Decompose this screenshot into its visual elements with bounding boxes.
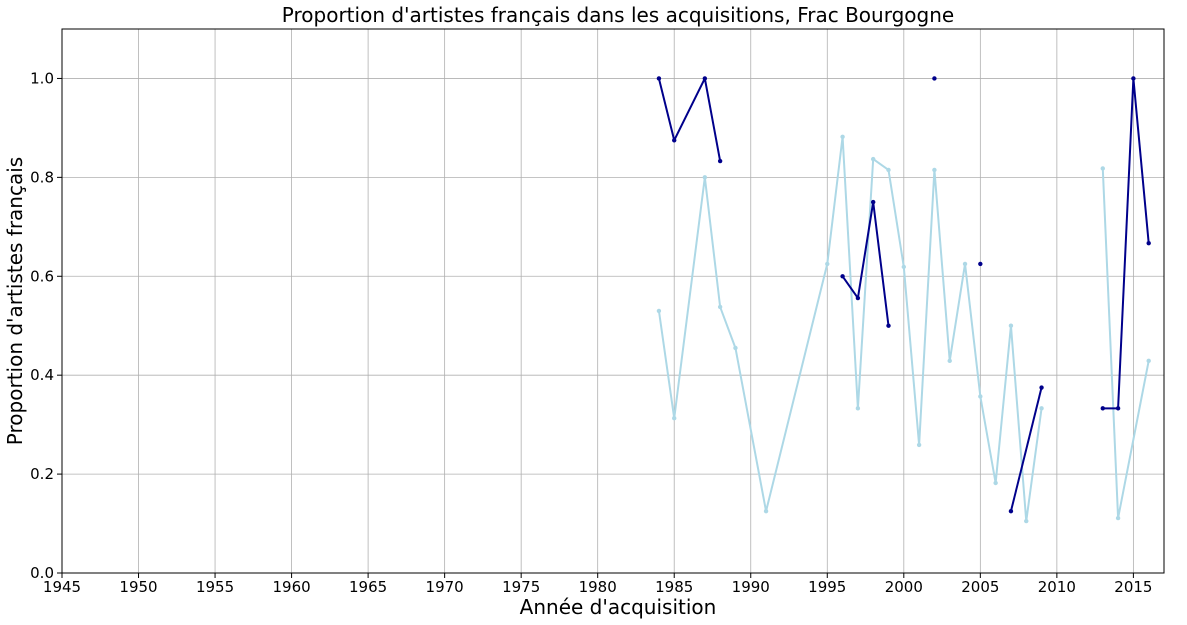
y-tick-label: 0.8: [30, 168, 54, 186]
x-tick-label: 1980: [579, 578, 617, 596]
series-0-point: [886, 167, 891, 173]
series-1-point: [1146, 240, 1151, 246]
series-1-point: [656, 76, 662, 81]
y-tick-label: 0.6: [30, 267, 54, 285]
x-tick-label: 1975: [502, 578, 540, 596]
series-1-line: [841, 201, 890, 326]
series-1-point: [840, 274, 845, 279]
series-0-point: [962, 261, 968, 267]
series-1-point: [886, 323, 891, 328]
series-0-point: [1146, 358, 1151, 364]
series-1-point: [702, 76, 708, 81]
x-axis-label: Année d'acquisition: [520, 595, 717, 619]
series-0-point: [1024, 518, 1029, 524]
series-0-point: [1039, 406, 1044, 411]
x-tick-label: 1970: [426, 578, 464, 596]
x-tick-label: 2010: [1038, 578, 1076, 596]
series-0-point: [1100, 166, 1105, 171]
series-layer: [656, 76, 1151, 524]
series-0-point: [656, 308, 662, 314]
series-1-point: [855, 295, 861, 301]
series-1-point: [978, 261, 983, 267]
x-tick-label: 2015: [1114, 578, 1152, 596]
series-0-point: [733, 345, 738, 351]
x-tick-label: 1950: [119, 578, 157, 596]
series-0-point: [763, 508, 769, 514]
series-1-line: [657, 77, 722, 162]
series-0-point: [947, 358, 952, 364]
series-1-line: [1009, 387, 1043, 512]
series-0-line: [657, 135, 1043, 523]
series-1-point: [717, 158, 723, 164]
series-0-line: [1101, 168, 1150, 520]
series-0-point: [993, 480, 998, 486]
grid: [61, 29, 1164, 574]
x-tick-label: 1990: [732, 578, 770, 596]
series-0-point: [932, 167, 937, 173]
x-tick-label: 1985: [655, 578, 693, 596]
series-1-point: [1100, 406, 1105, 411]
y-tick-label: 1.0: [30, 69, 54, 87]
series-1-point: [932, 76, 937, 81]
series-1-point: [1115, 406, 1121, 411]
series-0-point: [840, 134, 845, 140]
series-0-point: [870, 156, 876, 162]
y-tick-label: 0.0: [30, 564, 54, 582]
series-1-line: [1102, 77, 1150, 410]
series-0-point: [1115, 515, 1121, 521]
series-1-point: [672, 138, 677, 143]
series-1-point: [870, 199, 876, 205]
series-1-point: [1008, 508, 1014, 514]
series-0-point: [901, 264, 907, 270]
series-0-point: [978, 394, 983, 399]
series-1-point: [1039, 385, 1044, 390]
series-0-point: [916, 442, 922, 448]
series-0-point: [717, 304, 723, 310]
y-tick-label: 0.2: [30, 465, 54, 483]
x-tick-label: 2005: [961, 578, 999, 596]
chart-title: Proportion d'artistes français dans les …: [282, 3, 954, 27]
series-0-point: [1008, 323, 1014, 328]
series-1-point: [1131, 76, 1136, 81]
series-0-point: [702, 175, 708, 180]
y-tick-label: 0.4: [30, 366, 54, 384]
x-tick-label: 1945: [43, 578, 81, 596]
x-tick-label: 1965: [349, 578, 387, 596]
x-tick-label: 1995: [808, 578, 846, 596]
series-0-point: [672, 416, 677, 421]
y-axis-label: Proportion d'artistes français: [3, 157, 27, 445]
series-0-point: [855, 406, 861, 411]
x-tick-label: 1955: [196, 578, 234, 596]
axes: 1945 1950 1955 1960 1965 1970 1975 1980 1985 1990…: [30, 69, 1152, 596]
plot-frame: [61, 28, 1165, 574]
x-tick-label: 1960: [272, 578, 310, 596]
series-0-point: [825, 261, 830, 267]
x-tick-label: 2000: [885, 578, 923, 596]
